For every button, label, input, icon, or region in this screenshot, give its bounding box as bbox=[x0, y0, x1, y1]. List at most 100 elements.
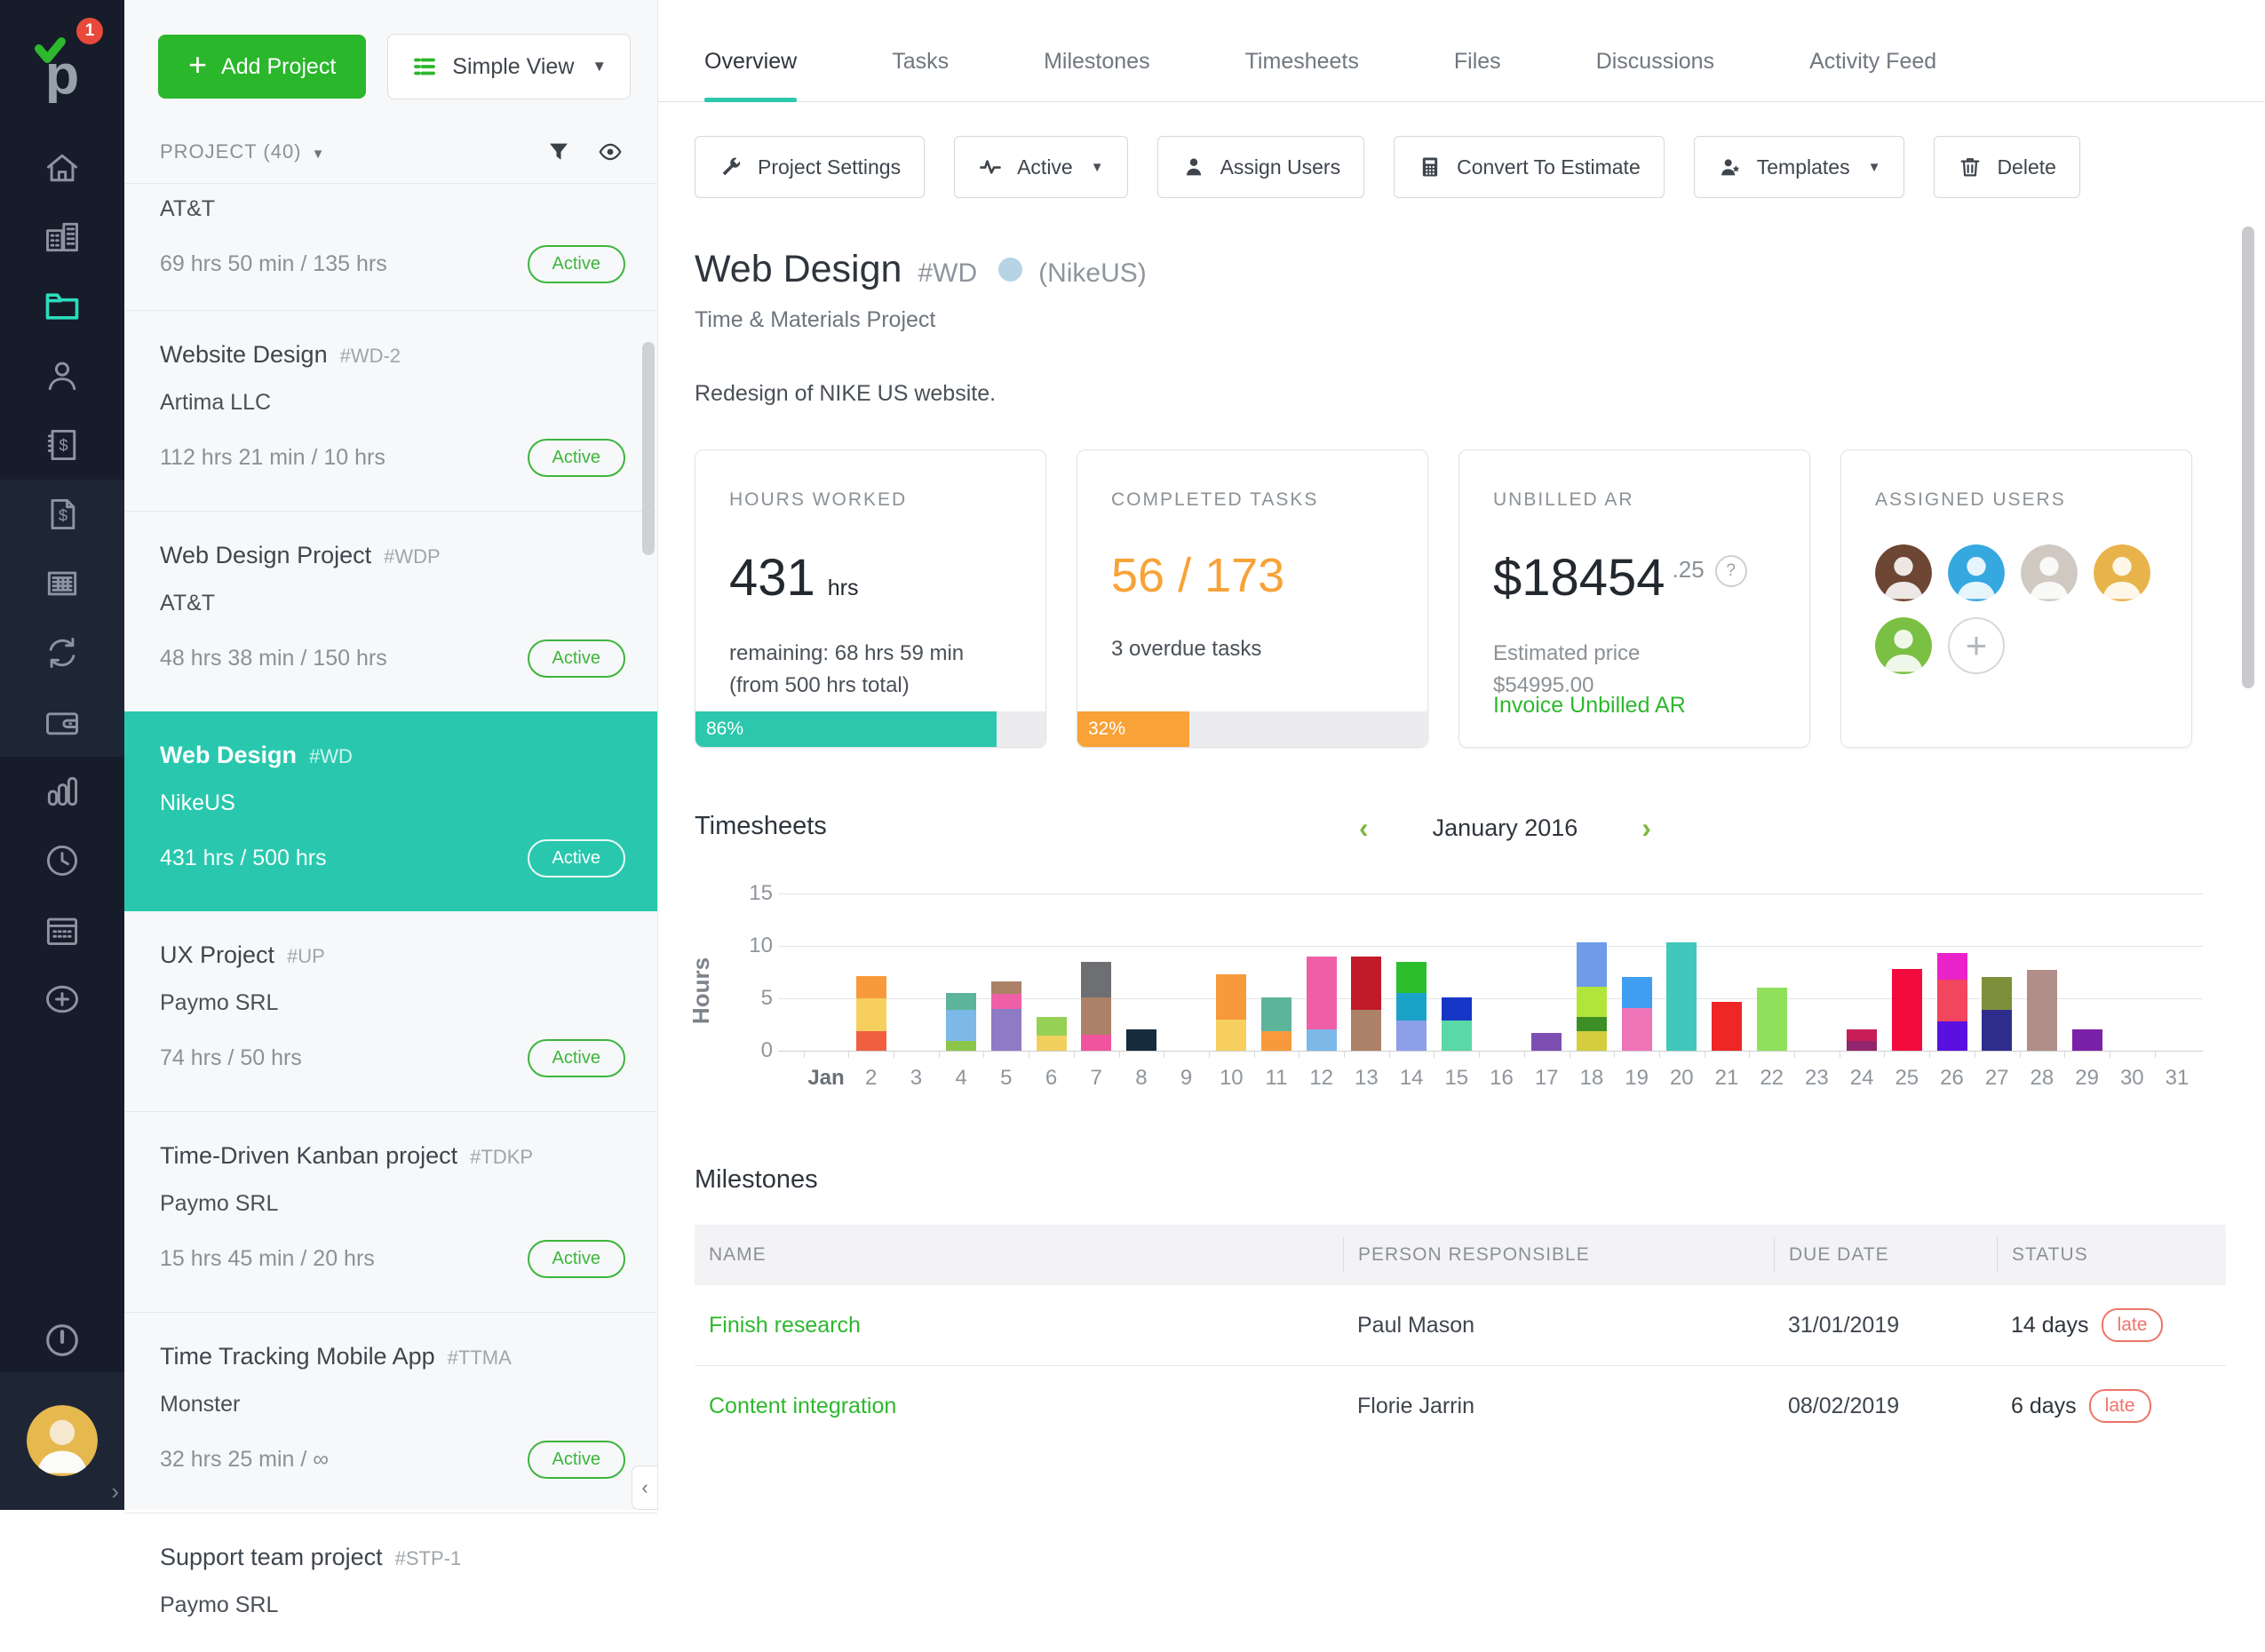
bar-segment-day-26[interactable] bbox=[1936, 1021, 1967, 1051]
invoice-unbilled-ar-link[interactable]: Invoice Unbilled AR bbox=[1493, 693, 1686, 718]
project-list-item[interactable]: Website Design #WD-2 Artima LLC 112 hrs 21 … bbox=[124, 310, 657, 511]
column-header-person-responsible[interactable]: PERSON RESPONSIBLE bbox=[1343, 1237, 1774, 1273]
convert-to-estimate-button[interactable]: Convert To Estimate bbox=[1394, 136, 1665, 198]
templates-button[interactable]: Templates ▼ bbox=[1693, 136, 1905, 198]
milestone-name-link[interactable]: Content integration bbox=[709, 1393, 897, 1418]
assign-users-button[interactable]: Assign Users bbox=[1156, 136, 1365, 198]
bar-segment-day-26[interactable] bbox=[1936, 953, 1967, 980]
notification-badge[interactable]: 1 bbox=[76, 18, 103, 44]
bar-segment-day-11[interactable] bbox=[1261, 997, 1291, 1031]
bar-segment-day-6[interactable] bbox=[1036, 1017, 1067, 1036]
column-header-due-date[interactable]: DUE DATE bbox=[1774, 1237, 1997, 1273]
estimates-icon[interactable]: $ bbox=[0, 480, 124, 549]
bar-segment-day-19[interactable] bbox=[1621, 977, 1652, 1008]
main-scrollbar[interactable] bbox=[2242, 226, 2254, 688]
bar-segment-day-7[interactable] bbox=[1081, 961, 1112, 997]
bar-segment-day-27[interactable] bbox=[1982, 1009, 2013, 1051]
reports-icon[interactable] bbox=[0, 757, 124, 826]
bar-segment-day-24[interactable] bbox=[1847, 1029, 1878, 1042]
invoices-icon[interactable]: $ bbox=[0, 410, 124, 480]
project-list-item[interactable]: Time-Driven Kanban project #TDKP Paymo SRL… bbox=[124, 1111, 657, 1312]
project-count-dropdown[interactable]: PROJECT (40) ▼ bbox=[160, 140, 326, 163]
help-icon[interactable]: ? bbox=[1714, 555, 1747, 587]
user-avatar[interactable] bbox=[1948, 544, 2005, 601]
bar-segment-day-26[interactable] bbox=[1936, 979, 1967, 1021]
bar-segment-day-11[interactable] bbox=[1261, 1030, 1291, 1051]
view-selector-dropdown[interactable]: Simple View ▼ bbox=[387, 34, 632, 99]
tab-discussions[interactable]: Discussions bbox=[1595, 49, 1715, 74]
bar-segment-day-22[interactable] bbox=[1756, 988, 1787, 1051]
bar-segment-day-12[interactable] bbox=[1306, 1029, 1337, 1051]
bar-segment-day-14[interactable] bbox=[1396, 1020, 1427, 1051]
add-project-button[interactable]: + Add Project bbox=[158, 35, 367, 99]
tab-files[interactable]: Files bbox=[1453, 49, 1501, 74]
users-icon[interactable] bbox=[0, 341, 124, 410]
next-month-chevron-icon[interactable]: › bbox=[1641, 812, 1651, 844]
bar-segment-day-2[interactable] bbox=[855, 1030, 886, 1051]
column-header-name[interactable]: NAME bbox=[709, 1244, 767, 1265]
bar-segment-day-7[interactable] bbox=[1081, 1035, 1112, 1051]
bar-segment-day-20[interactable] bbox=[1666, 942, 1697, 1051]
tab-activity-feed[interactable]: Activity Feed bbox=[1809, 49, 1937, 74]
bar-segment-day-18[interactable] bbox=[1576, 987, 1607, 1018]
bar-segment-day-13[interactable] bbox=[1351, 1009, 1382, 1051]
bar-segment-day-18[interactable] bbox=[1576, 942, 1607, 987]
project-list-item[interactable]: UX Project #UP Paymo SRL 74 hrs / 50 hrs Act… bbox=[124, 911, 657, 1111]
bar-segment-day-10[interactable] bbox=[1216, 973, 1247, 1020]
bar-segment-day-12[interactable] bbox=[1306, 956, 1337, 1030]
add-user-button[interactable]: + bbox=[1948, 617, 2005, 674]
active-button[interactable]: Active ▼ bbox=[954, 136, 1128, 198]
bar-segment-day-8[interactable] bbox=[1125, 1029, 1156, 1051]
bar-segment-day-29[interactable] bbox=[2071, 1029, 2102, 1051]
project-color-dot[interactable] bbox=[998, 258, 1023, 282]
home-icon[interactable] bbox=[0, 133, 124, 203]
milestone-name-link[interactable]: Finish research bbox=[709, 1312, 861, 1338]
bar-segment-day-5[interactable] bbox=[990, 981, 1021, 995]
project-list-item[interactable]: Time Tracking Mobile App #TTMA Monster 32 h… bbox=[124, 1312, 657, 1513]
bar-segment-day-28[interactable] bbox=[2026, 970, 2057, 1051]
add-icon[interactable] bbox=[0, 965, 124, 1034]
bar-segment-day-27[interactable] bbox=[1982, 977, 2013, 1010]
current-user-avatar[interactable] bbox=[27, 1405, 98, 1476]
bar-segment-day-15[interactable] bbox=[1441, 997, 1472, 1021]
projects-icon[interactable] bbox=[0, 272, 124, 341]
user-avatar[interactable] bbox=[1875, 544, 1932, 601]
bar-segment-day-18[interactable] bbox=[1576, 1030, 1607, 1051]
column-header-status[interactable]: STATUS bbox=[1997, 1237, 2225, 1273]
bar-segment-day-7[interactable] bbox=[1081, 997, 1112, 1036]
bar-segment-day-4[interactable] bbox=[946, 1041, 977, 1051]
bar-segment-day-15[interactable] bbox=[1441, 1020, 1472, 1051]
project-list-item[interactable]: Support team project #STP-1 Paymo SRL bbox=[124, 1513, 657, 1652]
bar-segment-day-19[interactable] bbox=[1621, 1007, 1652, 1051]
delete-button[interactable]: Delete bbox=[1934, 136, 2080, 198]
filter-funnel-icon[interactable] bbox=[545, 139, 572, 165]
bar-segment-day-5[interactable] bbox=[990, 1008, 1021, 1051]
rail-expand-chevron[interactable]: › bbox=[111, 1478, 119, 1505]
bar-segment-day-13[interactable] bbox=[1351, 956, 1382, 1010]
tab-tasks[interactable]: Tasks bbox=[892, 49, 950, 74]
user-avatar[interactable] bbox=[1875, 617, 1932, 674]
tab-overview[interactable]: Overview bbox=[704, 49, 798, 102]
bar-segment-day-25[interactable] bbox=[1891, 968, 1922, 1051]
time-icon[interactable] bbox=[0, 826, 124, 895]
user-avatar[interactable] bbox=[2021, 544, 2078, 601]
bar-segment-day-17[interactable] bbox=[1531, 1032, 1562, 1051]
project-list-scrollbar[interactable] bbox=[642, 342, 655, 555]
bar-segment-day-2[interactable] bbox=[855, 998, 886, 1031]
project-list-item[interactable]: Web Design Project #WDP AT&T 48 hrs 38 min … bbox=[124, 511, 657, 711]
bar-segment-day-14[interactable] bbox=[1396, 961, 1427, 994]
project-list-item[interactable]: Web Design #WD NikeUS 431 hrs / 500 hrs Acti… bbox=[124, 711, 657, 911]
bar-segment-day-5[interactable] bbox=[990, 994, 1021, 1009]
bar-segment-day-14[interactable] bbox=[1396, 993, 1427, 1021]
tab-timesheets[interactable]: Timesheets bbox=[1244, 49, 1359, 74]
calendar-icon[interactable] bbox=[0, 895, 124, 965]
user-avatar[interactable] bbox=[2094, 544, 2150, 601]
paymo-logo[interactable]: p 1 bbox=[0, 12, 124, 119]
bar-segment-day-10[interactable] bbox=[1216, 1019, 1247, 1051]
recurring-icon[interactable] bbox=[0, 618, 124, 687]
prev-month-chevron-icon[interactable]: ‹ bbox=[1359, 812, 1369, 844]
tab-milestones[interactable]: Milestones bbox=[1044, 49, 1150, 74]
bar-segment-day-24[interactable] bbox=[1847, 1041, 1878, 1051]
wallet-icon[interactable] bbox=[0, 687, 124, 757]
project-list-item[interactable]: AT&T 69 hrs 50 min / 135 hrs Active bbox=[124, 183, 657, 310]
